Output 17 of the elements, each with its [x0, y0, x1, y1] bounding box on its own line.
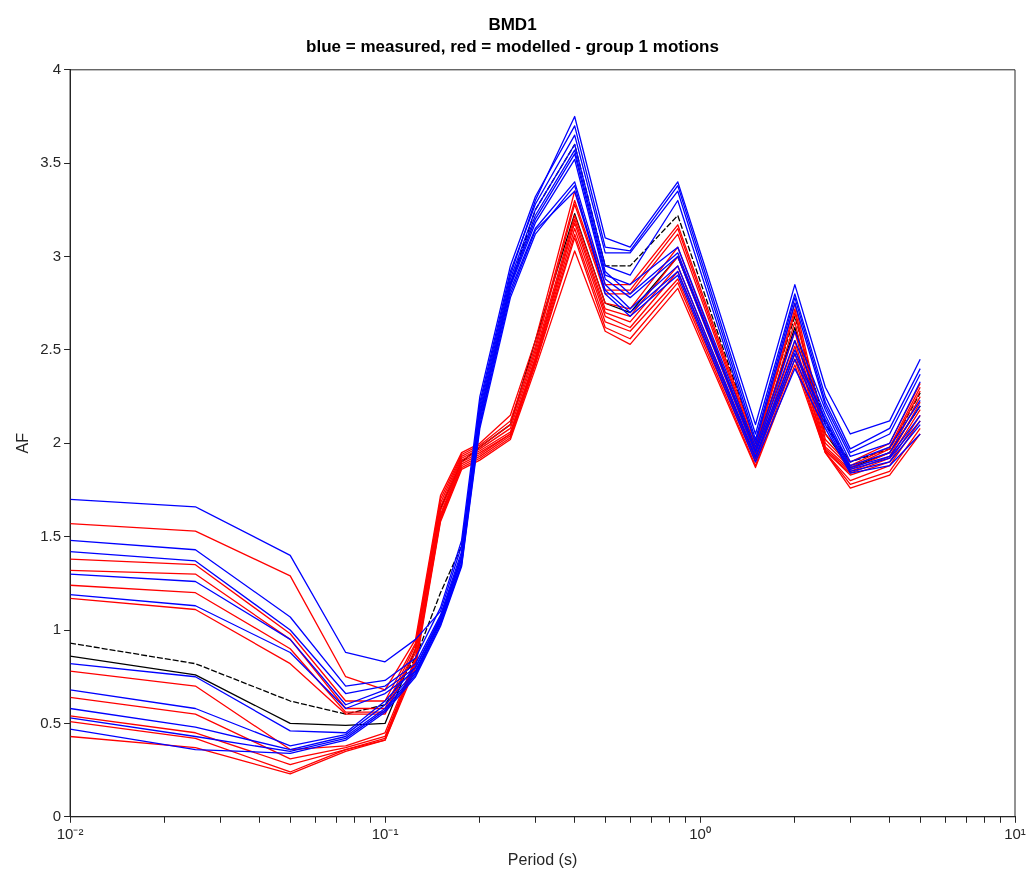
- y-tick-label: 1: [52, 620, 62, 638]
- chart-title: BMD1: [488, 14, 537, 34]
- x-tick-label: 10⁻¹: [371, 824, 399, 842]
- y-tick-label: 3: [52, 246, 62, 264]
- chart-subtitle: blue = measured, red = modelled - group 1 motions: [306, 37, 719, 57]
- y-tick-label: 3.5: [40, 153, 62, 171]
- x-tick-label: 10⁻²: [56, 824, 84, 842]
- y-tick-label: 4: [52, 59, 62, 77]
- x-tick-label: 10¹: [1004, 824, 1026, 842]
- y-tick-label: 1.5: [40, 526, 62, 544]
- y-tick-label: 2: [52, 433, 62, 451]
- x-tick-label: 10⁰: [689, 824, 711, 842]
- y-tick-label: 2.5: [40, 340, 62, 358]
- x-axis-title: Period (s): [507, 850, 578, 868]
- y-axis-title: AF: [14, 432, 32, 454]
- y-tick-label: 0: [52, 806, 62, 824]
- y-tick-label: 0.5: [40, 713, 62, 731]
